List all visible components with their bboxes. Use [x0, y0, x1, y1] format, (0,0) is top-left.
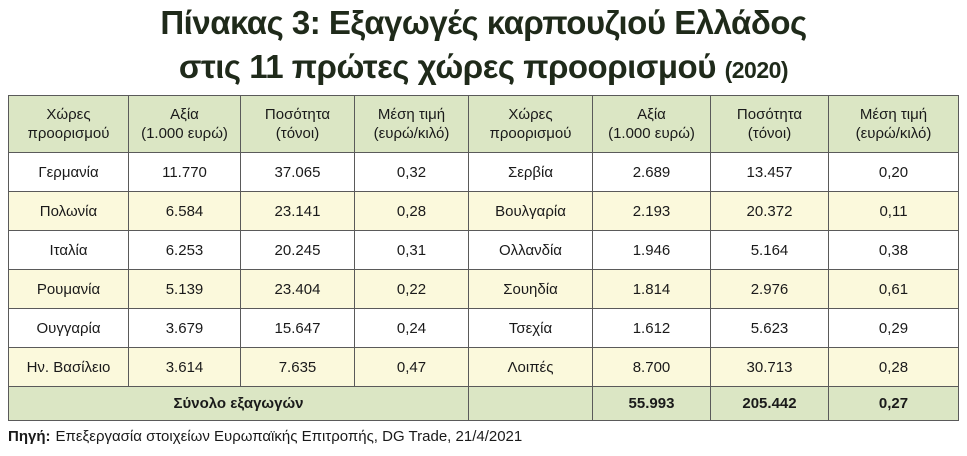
header-cell: Μέση τιμή (ευρώ/κιλό): [828, 95, 959, 153]
header-cell: Χώρες προορισμού: [8, 95, 129, 153]
cell: 1.612: [592, 308, 711, 348]
source-text: Επεξεργασία στοιχείων Ευρωπαϊκής Επιτροπ…: [55, 428, 523, 445]
cell: 0,47: [354, 347, 469, 387]
cell: 2.193: [592, 191, 711, 231]
cell: Λοιπές: [468, 347, 593, 387]
cell: 15.647: [240, 308, 355, 348]
header-cell: Μέση τιμή (ευρώ/κιλό): [354, 95, 469, 153]
cell: 0,29: [828, 308, 959, 348]
cell: 0,61: [828, 269, 959, 309]
cell: 11.770: [128, 152, 241, 192]
cell: Βουλγαρία: [468, 191, 593, 231]
cell: 3.679: [128, 308, 241, 348]
cell: Τσεχία: [468, 308, 593, 348]
cell: 0,31: [354, 230, 469, 270]
cell: 13.457: [710, 152, 829, 192]
header-cell: Χώρες προορισμού: [468, 95, 593, 153]
table-row: Ιταλία 6.253 20.245 0,31 Ολλανδία 1.946 5.164 0…: [8, 230, 959, 270]
cell: Σερβία: [468, 152, 593, 192]
total-cell: 55.993: [592, 386, 711, 421]
table: Χώρες προορισμού Αξία (1.000 ευρώ) Ποσότητ…: [8, 95, 959, 421]
cell: 5.164: [710, 230, 829, 270]
cell: Πολωνία: [8, 191, 129, 231]
cell: Ην. Βασίλειο: [8, 347, 129, 387]
cell: 1.946: [592, 230, 711, 270]
cell: 0,11: [828, 191, 959, 231]
cell: 20.245: [240, 230, 355, 270]
cell: 30.713: [710, 347, 829, 387]
cell: 5.139: [128, 269, 241, 309]
cell: 0,38: [828, 230, 959, 270]
source-label: Πηγή:: [8, 428, 51, 445]
cell: 0,32: [354, 152, 469, 192]
header-cell: Ποσότητα (τόνοι): [240, 95, 355, 153]
header-cell: Αξία (1.000 ευρώ): [592, 95, 711, 153]
cell: Γερμανία: [8, 152, 129, 192]
title: στις 11 πρώτες χώρες προορισμού (2020): [0, 48, 967, 86]
title-year: (2020): [724, 57, 789, 83]
table-row: Πολωνία 6.584 23.141 0,28 Βουλγαρία 2.193 20.3…: [8, 191, 959, 231]
total-cell: 205.442: [710, 386, 829, 421]
total-row: Σύνολο εξαγωγών 55.993 205.442 0,27: [8, 386, 959, 421]
cell: 3.614: [128, 347, 241, 387]
cell: 37.065: [240, 152, 355, 192]
cell: 0,22: [354, 269, 469, 309]
empty-cell: [468, 386, 593, 421]
cell: Σουηδία: [468, 269, 593, 309]
cell: 1.814: [592, 269, 711, 309]
cell: 2.689: [592, 152, 711, 192]
cell: 0,24: [354, 308, 469, 348]
cell: 23.404: [240, 269, 355, 309]
cell: 0,28: [354, 191, 469, 231]
total-cell: 0,27: [828, 386, 959, 421]
cell: 23.141: [240, 191, 355, 231]
title-text: στις 11 πρώτες χώρες προορισμού: [178, 48, 717, 85]
table-row: Ρουμανία 5.139 23.404 0,22 Σουηδία 1.814 2.976…: [8, 269, 959, 309]
title: Πίνακας 3: Εξαγωγές καρπουζιού Ελλάδος: [160, 4, 807, 41]
header-cell: Ποσότητα (τόνοι): [710, 95, 829, 153]
cell: 6.584: [128, 191, 241, 231]
table-row: Ην. Βασίλειο 3.614 7.635 0,47 Λοιπές 8.700 30.…: [8, 347, 959, 387]
source: Πηγή: Επεξεργασία στοιχείων Ευρωπαϊκής Επ…: [8, 428, 522, 445]
cell: 2.976: [710, 269, 829, 309]
header-row: Χώρες προορισμού Αξία (1.000 ευρώ) Ποσότητ…: [8, 95, 959, 153]
header-cell: Αξία (1.000 ευρώ): [128, 95, 241, 153]
table-row: Γερμανία 11.770 37.065 0,32 Σερβία 2.689 13.45…: [8, 152, 959, 192]
cell: 0,20: [828, 152, 959, 192]
total-label: Σύνολο εξαγωγών: [8, 386, 469, 421]
cell: Ρουμανία: [8, 269, 129, 309]
cell: 20.372: [710, 191, 829, 231]
cell: Ολλανδία: [468, 230, 593, 270]
cell: Ουγγαρία: [8, 308, 129, 348]
cell: 6.253: [128, 230, 241, 270]
cell: 8.700: [592, 347, 711, 387]
cell: Ιταλία: [8, 230, 129, 270]
cell: 0,28: [828, 347, 959, 387]
table-row: Ουγγαρία 3.679 15.647 0,24 Τσεχία 1.612 5.623 0…: [8, 308, 959, 348]
cell: 5.623: [710, 308, 829, 348]
cell: 7.635: [240, 347, 355, 387]
